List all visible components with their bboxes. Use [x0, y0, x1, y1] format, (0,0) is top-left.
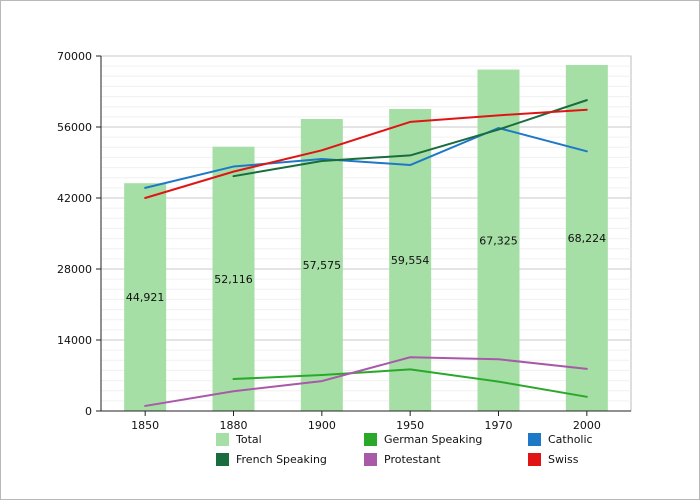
legend-label: Catholic	[548, 432, 593, 446]
legend-swatch	[364, 452, 377, 466]
x-tick-labels: 1850 1880 1900 1950 1970 2000	[131, 411, 601, 432]
legend-item-catholic: Catholic	[528, 432, 593, 446]
total-bar-1880	[212, 146, 255, 411]
legend-label: Swiss	[548, 452, 579, 466]
legend-item-protestant: Protestant	[364, 452, 441, 466]
bar-value-label: 57,575	[303, 259, 342, 272]
bar-value-label: 44,921	[126, 291, 165, 304]
legend-swatch	[216, 432, 229, 446]
x-tick-label: 1900	[308, 419, 336, 432]
y-tick-label: 42000	[57, 192, 92, 205]
series-line-swiss	[144, 108, 588, 199]
total-bar-1850	[124, 183, 167, 411]
legend-label: Protestant	[384, 452, 441, 466]
plot-area	[100, 55, 632, 412]
bar-value-label: 59,554	[391, 254, 430, 267]
legend-label: French Speaking	[236, 452, 327, 466]
x-tick-label: 1970	[485, 419, 513, 432]
y-tick-labels: 0 14000 28000 42000 56000 70000	[57, 50, 101, 418]
y-tick-label: 56000	[57, 121, 92, 134]
legend-swatch	[364, 432, 377, 446]
legend-swatch	[216, 452, 229, 466]
y-tick-label: 28000	[57, 263, 92, 276]
x-tick-label: 1850	[131, 419, 159, 432]
legend-item-swiss: Swiss	[528, 452, 579, 466]
series-line-protestant	[144, 356, 588, 407]
y-tick-label: 0	[85, 405, 92, 418]
legend-swatch	[528, 432, 541, 446]
total-bar-1970	[477, 69, 520, 411]
y-tick-label: 70000	[57, 50, 92, 63]
legend-item-german-speaking: German Speaking	[364, 432, 482, 446]
minor-gridlines	[101, 65, 631, 402]
legend-label: German Speaking	[384, 432, 483, 446]
y-tick-label: 14000	[57, 334, 92, 347]
total-bar-1900	[300, 119, 343, 411]
bar-value-label: 52,116	[214, 273, 253, 286]
legend-item-total: Total	[216, 432, 262, 446]
x-tick-label: 1950	[396, 419, 424, 432]
series-line-catholic	[144, 127, 588, 189]
legend-label: Total	[236, 432, 262, 446]
legend-swatch	[528, 452, 541, 466]
major-gridlines	[101, 55, 631, 341]
total-bar-2000	[565, 65, 608, 411]
bar-value-labels: 44,921 52,116 57,575 59,554 67,325 68,224	[126, 232, 606, 304]
series-line-german-speaking	[232, 368, 588, 398]
bar-value-label: 67,325	[479, 234, 518, 247]
legend-item-french-speaking: French Speaking	[216, 452, 327, 466]
bar-value-label: 68,224	[568, 232, 607, 245]
x-tick-label: 2000	[573, 419, 601, 432]
series-line-french-speaking	[232, 99, 588, 178]
x-tick-label: 1880	[220, 419, 248, 432]
